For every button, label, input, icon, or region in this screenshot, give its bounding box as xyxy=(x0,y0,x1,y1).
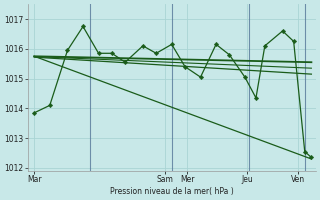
X-axis label: Pression niveau de la mer( hPa ): Pression niveau de la mer( hPa ) xyxy=(110,187,234,196)
